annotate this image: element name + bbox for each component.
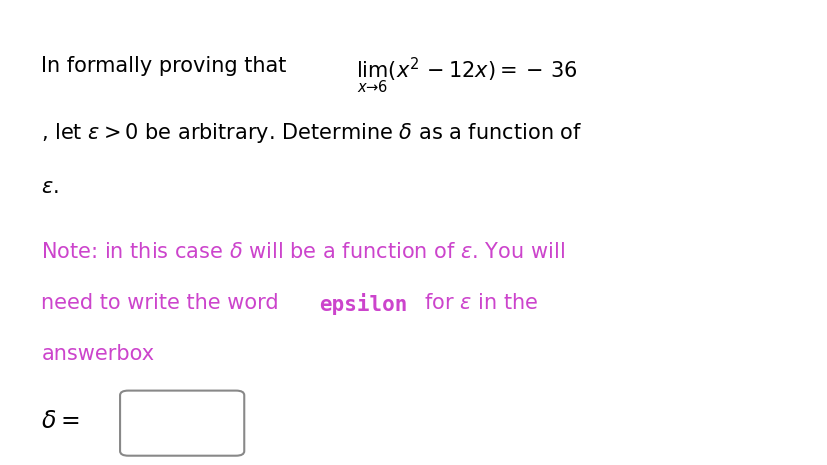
Text: $\lim_{x \to 6}\left(x^2 - 12x\right) = -\,36$: $\lim_{x \to 6}\left(x^2 - 12x\right) = … (356, 56, 576, 96)
Text: In formally proving that: In formally proving that (41, 56, 286, 76)
Text: $\varepsilon.$: $\varepsilon.$ (41, 177, 59, 197)
Text: , let $\varepsilon > 0$ be arbitrary. Determine $\delta$ as a function of: , let $\varepsilon > 0$ be arbitrary. De… (41, 121, 582, 145)
FancyBboxPatch shape (120, 391, 244, 456)
Text: for $\varepsilon$ in the: for $\varepsilon$ in the (418, 293, 538, 313)
Text: need to write the word: need to write the word (41, 293, 285, 313)
Text: answerbox: answerbox (41, 344, 155, 364)
Text: $\delta =$: $\delta =$ (41, 409, 79, 433)
Text: Note: in this case $\delta$ will be a function of $\varepsilon$. You will: Note: in this case $\delta$ will be a fu… (41, 242, 565, 262)
Text: epsilon: epsilon (318, 293, 407, 315)
